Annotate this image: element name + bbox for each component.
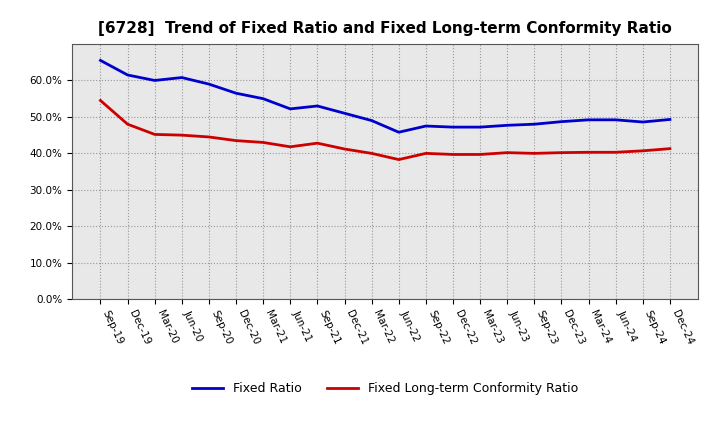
Fixed Long-term Conformity Ratio xyxy=(204,134,213,139)
Fixed Long-term Conformity Ratio xyxy=(449,152,457,157)
Fixed Ratio xyxy=(611,117,620,122)
Fixed Ratio xyxy=(259,96,268,101)
Fixed Ratio xyxy=(639,119,647,125)
Fixed Ratio xyxy=(367,118,376,123)
Fixed Ratio xyxy=(395,130,403,135)
Fixed Ratio xyxy=(286,106,294,111)
Fixed Ratio xyxy=(150,78,159,83)
Fixed Ratio xyxy=(449,125,457,130)
Fixed Ratio xyxy=(123,72,132,77)
Legend: Fixed Ratio, Fixed Long-term Conformity Ratio: Fixed Ratio, Fixed Long-term Conformity … xyxy=(187,377,583,400)
Fixed Long-term Conformity Ratio xyxy=(503,150,511,155)
Fixed Ratio xyxy=(341,110,349,116)
Fixed Long-term Conformity Ratio xyxy=(530,151,539,156)
Fixed Long-term Conformity Ratio xyxy=(150,132,159,137)
Line: Fixed Ratio: Fixed Ratio xyxy=(101,60,670,132)
Fixed Long-term Conformity Ratio xyxy=(557,150,566,155)
Fixed Ratio xyxy=(476,125,485,130)
Fixed Long-term Conformity Ratio xyxy=(611,150,620,155)
Fixed Ratio xyxy=(530,121,539,127)
Line: Fixed Long-term Conformity Ratio: Fixed Long-term Conformity Ratio xyxy=(101,100,670,160)
Fixed Long-term Conformity Ratio xyxy=(178,132,186,138)
Fixed Long-term Conformity Ratio xyxy=(286,144,294,150)
Fixed Long-term Conformity Ratio xyxy=(476,152,485,157)
Fixed Ratio xyxy=(503,123,511,128)
Fixed Ratio xyxy=(232,91,240,96)
Fixed Long-term Conformity Ratio xyxy=(421,151,430,156)
Fixed Long-term Conformity Ratio xyxy=(367,151,376,156)
Fixed Ratio xyxy=(204,81,213,87)
Fixed Ratio xyxy=(313,103,322,109)
Fixed Ratio xyxy=(584,117,593,122)
Fixed Ratio xyxy=(96,58,105,63)
Fixed Long-term Conformity Ratio xyxy=(96,98,105,103)
Fixed Long-term Conformity Ratio xyxy=(395,157,403,162)
Fixed Long-term Conformity Ratio xyxy=(123,121,132,127)
Fixed Long-term Conformity Ratio xyxy=(665,146,674,151)
Fixed Ratio xyxy=(665,117,674,122)
Fixed Ratio xyxy=(557,119,566,124)
Title: [6728]  Trend of Fixed Ratio and Fixed Long-term Conformity Ratio: [6728] Trend of Fixed Ratio and Fixed Lo… xyxy=(99,21,672,36)
Fixed Ratio xyxy=(178,75,186,80)
Fixed Long-term Conformity Ratio xyxy=(584,150,593,155)
Fixed Long-term Conformity Ratio xyxy=(232,138,240,143)
Fixed Long-term Conformity Ratio xyxy=(341,147,349,152)
Fixed Long-term Conformity Ratio xyxy=(639,148,647,154)
Fixed Ratio xyxy=(421,123,430,128)
Fixed Long-term Conformity Ratio xyxy=(313,140,322,146)
Fixed Long-term Conformity Ratio xyxy=(259,140,268,145)
